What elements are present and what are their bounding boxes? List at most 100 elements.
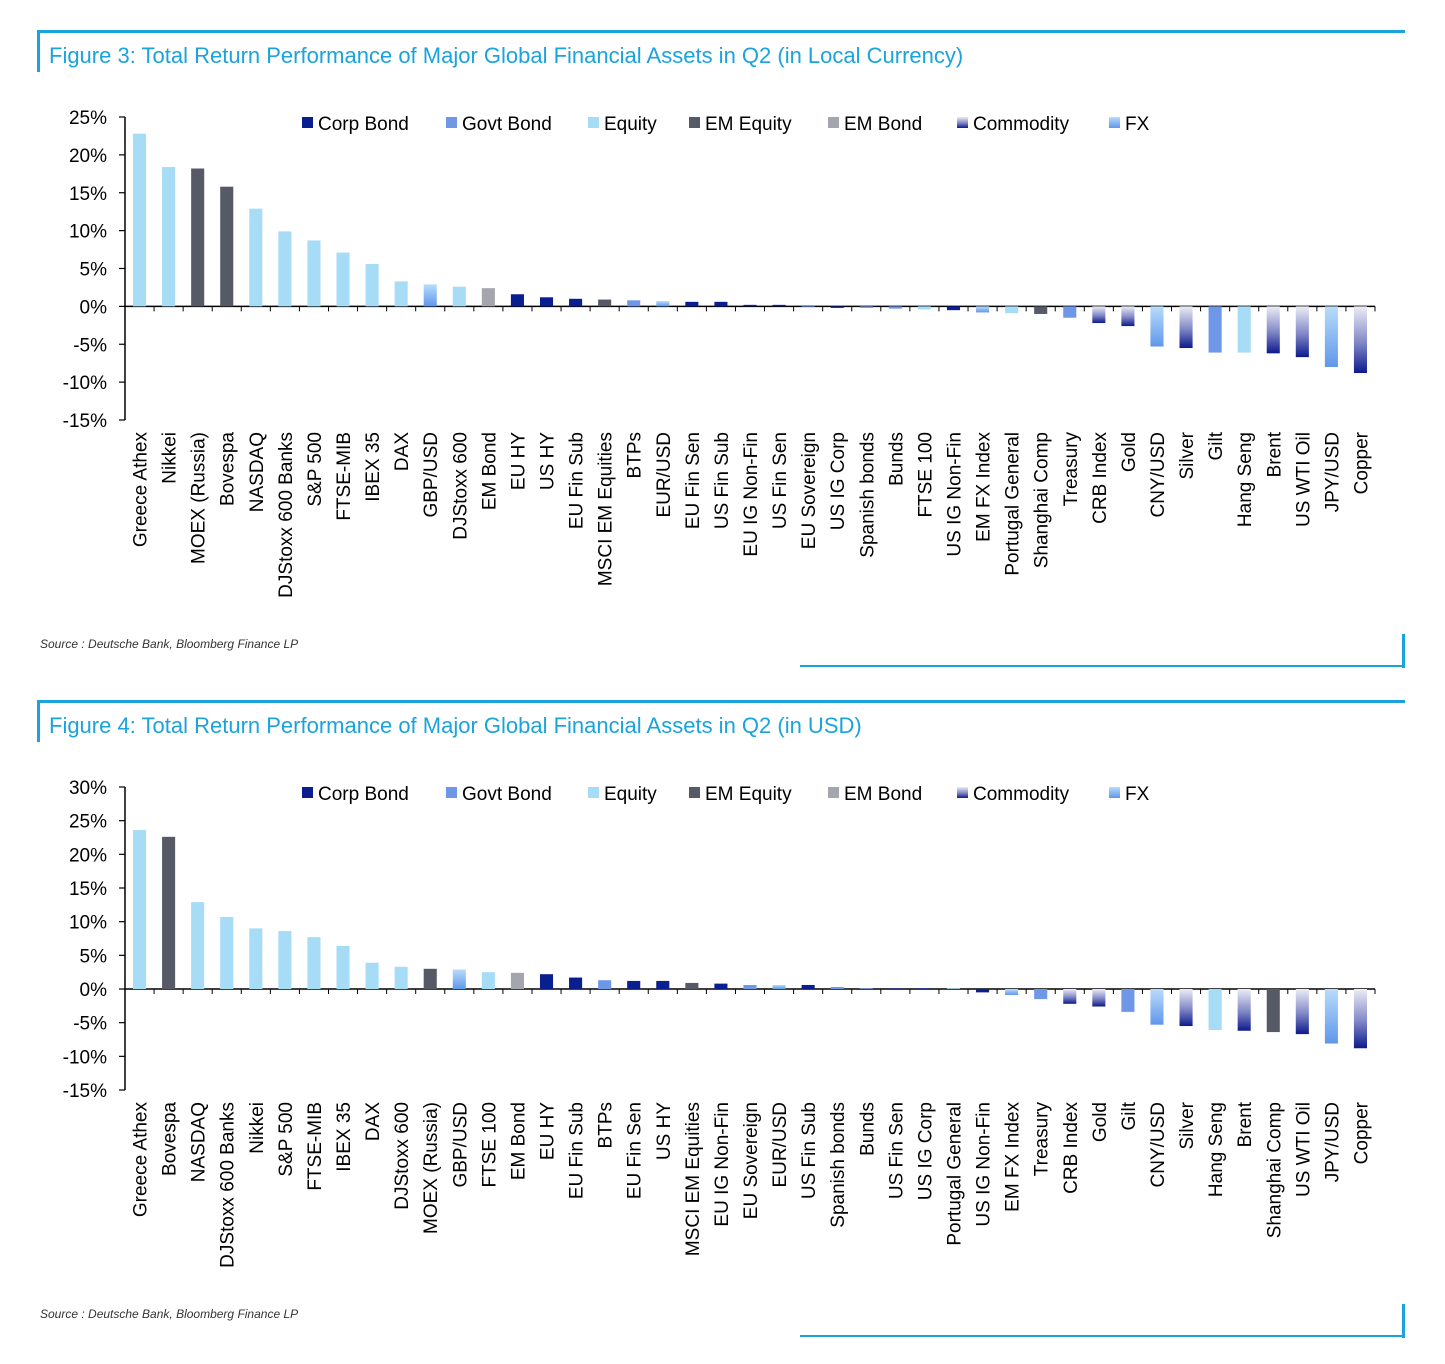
x-tick-label: Copper (1351, 1101, 1372, 1164)
y-tick-label: 5% (80, 946, 108, 967)
x-tick-label: FTSE 100 (479, 1102, 500, 1188)
x-tick-label: US Fin Sub (799, 1102, 820, 1199)
bar-copper (1353, 989, 1368, 1049)
x-tick-label: Silver (1177, 431, 1198, 479)
x-tick-label: Greece Athex (131, 1102, 152, 1218)
x-tick-label: Bunds (857, 1102, 878, 1156)
x-tick-label: Gilt (1119, 1101, 1140, 1130)
legend-swatch-equity (588, 117, 599, 128)
y-tick-label: 5% (80, 260, 108, 281)
bar-us-fin-sub (801, 984, 815, 989)
x-tick-label: Bovespa (218, 432, 239, 506)
bar-eu-hy (510, 294, 524, 307)
bar-portugal-general (1005, 306, 1019, 314)
x-tick-label: IBEX 35 (334, 1102, 355, 1172)
x-tick-label: Nikkei (160, 432, 181, 484)
legend-swatch-em-equity (689, 117, 700, 128)
legend-label-equity: Equity (604, 114, 657, 135)
x-tick-label: EM Bond (479, 432, 500, 510)
bar-us-ig-non-fin (976, 989, 990, 993)
x-tick-label: EU Sovereign (741, 1102, 762, 1219)
legend-swatch-em-bond (828, 117, 839, 128)
legend-swatch-govt-bond (446, 117, 457, 128)
x-tick-label: Bovespa (160, 1102, 181, 1176)
bar-brent (1266, 306, 1280, 354)
x-tick-label: EU IG Non-Fin (741, 432, 762, 557)
x-tick-label: Portugal General (944, 1102, 965, 1246)
legend-swatch-corp-bond (302, 117, 313, 128)
legend-swatch-em-bond (828, 787, 839, 798)
bar-chart: 30% 25% 20% 15% 10% 5% 0% -5% -10% -15% Greece Ath… (63, 778, 1376, 1268)
bar-cny-usd (1150, 306, 1164, 347)
legend-label-em-equity: EM Equity (705, 114, 792, 135)
legend-label-corp-bond: Corp Bond (318, 114, 409, 135)
legend-swatch-commodity (957, 117, 968, 128)
bar-shanghai-comp (1034, 306, 1048, 314)
bar-us-wti-oil (1295, 989, 1309, 1035)
bar-spanish-bonds (830, 986, 844, 989)
x-tick-label: EU Fin Sen (683, 432, 704, 529)
x-tick-label: MSCI EM Equities (683, 1102, 704, 1256)
bar-eu-hy (539, 974, 554, 989)
bar-gilt (1121, 989, 1135, 1012)
legend-swatch-equity (588, 787, 599, 798)
bar-bovespa (220, 186, 234, 307)
bar-cny-usd (1150, 989, 1164, 1025)
x-tick-label: MOEX (Russia) (421, 1102, 442, 1234)
bar-us-hy (539, 297, 554, 307)
x-tick-label: Brent (1264, 431, 1285, 477)
x-tick-label: Gold (1119, 432, 1140, 472)
x-tick-label: EU Sovereign (799, 432, 820, 549)
bar-jpy-usd (1324, 989, 1338, 1044)
bar-ftse-100 (917, 306, 931, 310)
x-tick-label: Shanghai Comp (1032, 432, 1053, 568)
legend-swatch-commodity (957, 787, 968, 798)
bar-nasdaq (249, 208, 263, 307)
y-tick-label: 30% (69, 778, 107, 799)
bar-jpy-usd (1324, 306, 1338, 367)
bar-bovespa (162, 836, 176, 989)
bar-ftse-mib (336, 252, 350, 307)
figure-right-rule (1402, 1304, 1405, 1338)
bar-moex-russia (423, 968, 437, 989)
x-tick-label: EU HY (538, 1102, 559, 1160)
bar-us-wti-oil (1295, 306, 1309, 358)
x-tick-label: US IG Corp (828, 432, 849, 530)
x-tick-label: Brent (1235, 1101, 1256, 1147)
bar-eu-ig-non-fin (743, 304, 757, 307)
y-tick-label: 0% (80, 297, 108, 318)
x-tick-label: EU HY (508, 432, 529, 490)
bar-crb-index (1063, 989, 1077, 1004)
bar-crb-index (1092, 306, 1106, 324)
y-tick-label: 15% (69, 879, 107, 900)
bar-gold (1092, 989, 1106, 1007)
x-tick-label: FTSE-MIB (305, 1102, 326, 1191)
bar-brent (1237, 989, 1251, 1031)
x-tick-label: EM FX Index (1003, 1102, 1024, 1212)
legend-label-commodity: Commodity (973, 114, 1070, 135)
y-tick-label: 10% (69, 222, 107, 243)
y-tick-label: -15% (63, 1081, 107, 1102)
bar-moex-russia (191, 168, 205, 307)
figure-3: Figure 3: Total Return Performance of Ma… (0, 0, 1445, 670)
x-tick-label: DJStoxx 600 Banks (218, 1102, 239, 1268)
bar-silver (1179, 306, 1193, 349)
x-tick-label: NASDAQ (247, 432, 268, 512)
figure-right-rule (1402, 634, 1405, 668)
x-tick-label: EUR/USD (770, 1102, 791, 1188)
x-tick-label: US IG Non-Fin (974, 1102, 995, 1227)
x-tick-label: S&P 500 (276, 1102, 297, 1177)
bar-gilt (1208, 306, 1222, 353)
x-tick-label: US Fin Sen (886, 1102, 907, 1199)
x-tick-label: US Fin Sub (712, 432, 733, 529)
source-note: Source : Deutsche Bank, Bloomberg Financ… (40, 637, 299, 651)
legend-label-commodity: Commodity (973, 784, 1070, 805)
bar-eu-ig-non-fin (714, 983, 728, 989)
x-tick-label: GBP/USD (421, 432, 442, 518)
bar-us-hy (656, 980, 670, 989)
y-tick-label: 0% (80, 980, 108, 1001)
source-note: Source : Deutsche Bank, Bloomberg Financ… (40, 1307, 299, 1321)
x-tick-label: BTPs (625, 432, 646, 478)
x-tick-label: S&P 500 (305, 432, 326, 507)
x-tick-label: Greece Athex (131, 432, 152, 548)
